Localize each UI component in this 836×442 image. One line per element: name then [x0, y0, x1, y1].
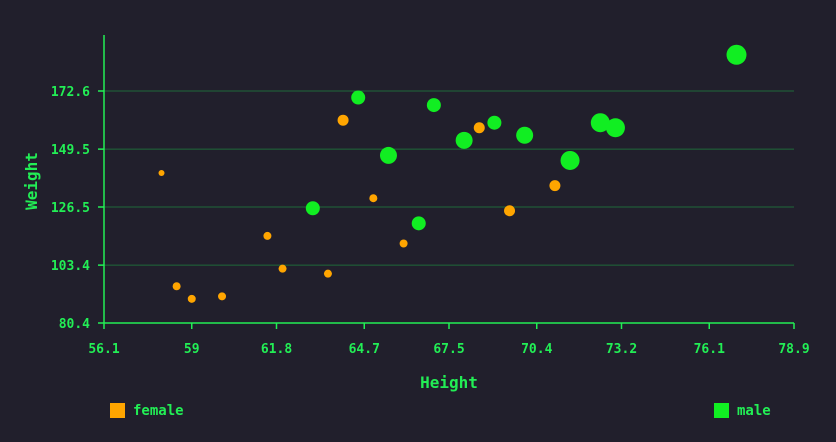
scatter-point-male	[726, 44, 747, 65]
y-tick-label: 103.4	[51, 259, 90, 274]
scatter-point-male	[516, 126, 534, 144]
scatter-point-female	[337, 114, 349, 126]
scatter-point-female	[369, 194, 378, 203]
legend-swatch-female	[110, 403, 125, 418]
x-tick-label: 73.2	[606, 342, 637, 357]
data-points	[158, 44, 747, 303]
scatter-point-male	[379, 146, 397, 164]
scatter-point-female	[158, 170, 165, 177]
scatter-point-male	[487, 115, 502, 130]
axes	[103, 35, 794, 324]
y-tick-label: 80.4	[59, 317, 90, 332]
x-tick-label: 67.5	[433, 342, 464, 357]
scatter-point-male	[351, 90, 366, 105]
x-tick-label: 76.1	[694, 342, 725, 357]
grid-lines	[104, 90, 794, 266]
scatter-point-male	[426, 98, 441, 113]
x-axis-title: Height	[420, 373, 478, 392]
scatter-point-female	[549, 180, 561, 192]
x-tick-label: 56.1	[88, 342, 119, 357]
scatter-point-female	[263, 231, 272, 240]
scatter-point-female	[187, 294, 196, 303]
legend-label-female: female	[133, 403, 184, 419]
scatter-point-male	[605, 118, 625, 138]
y-tick-label: 126.5	[51, 201, 90, 216]
x-tick-label: 70.4	[521, 342, 552, 357]
x-tick-label: 59	[184, 342, 200, 357]
y-axis-ticks: 80.4 103.4 126.5 149.5 172.6	[51, 85, 104, 332]
scatter-point-female	[473, 122, 485, 134]
scatter-point-female	[504, 205, 516, 217]
y-axis-title: Weight	[22, 152, 41, 210]
y-tick-label: 172.6	[51, 85, 90, 100]
x-tick-label: 61.8	[261, 342, 292, 357]
scatter-point-female	[172, 282, 181, 291]
scatter-point-female	[399, 239, 408, 248]
scatter-point-male	[590, 113, 610, 133]
y-tick-label: 149.5	[51, 143, 90, 158]
legend-swatch-male	[714, 403, 729, 418]
x-axis-ticks: 56.1 59 61.8 64.7 67.5 70.4 73.2 76.1 78.9	[88, 323, 810, 357]
scatter-point-male	[411, 216, 426, 231]
scatter-point-male	[560, 150, 580, 170]
scatter-point-male	[305, 201, 320, 216]
legend: female male	[110, 403, 771, 419]
scatter-point-female	[278, 264, 287, 273]
x-tick-label: 78.9	[778, 342, 809, 357]
legend-label-male: male	[737, 403, 771, 419]
x-tick-label: 64.7	[349, 342, 380, 357]
scatter-point-female	[218, 292, 227, 301]
scatter-point-female	[323, 269, 332, 278]
scatter-point-male	[455, 131, 473, 149]
